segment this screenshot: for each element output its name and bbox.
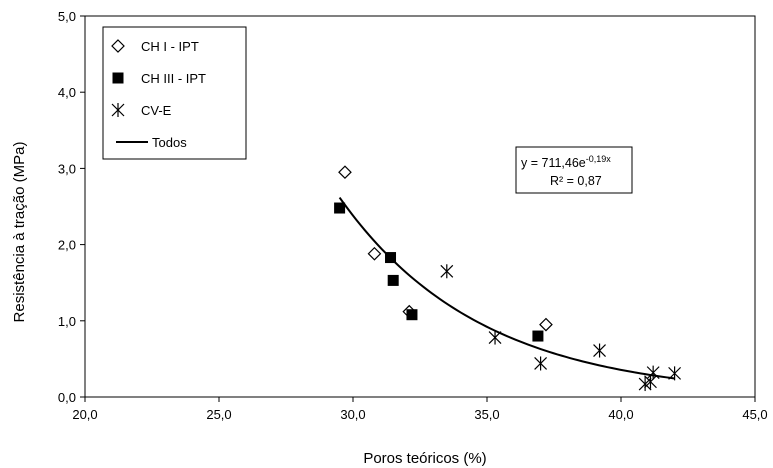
- data-point: [532, 330, 544, 342]
- data-point: [644, 374, 657, 389]
- legend-label: CH III - IPT: [141, 71, 206, 86]
- data-point: [539, 317, 553, 332]
- x-tick-label: 20,0: [72, 407, 97, 422]
- x-tick-label: 25,0: [206, 407, 231, 422]
- data-point: [387, 274, 399, 286]
- equation-exponent: -0,19x: [586, 154, 612, 164]
- y-tick-label: 4,0: [58, 85, 76, 100]
- equation-main: y = 711,46e: [521, 156, 586, 170]
- equation-box-frame: [515, 146, 633, 194]
- tick-labels: 20,0 25,0 30,0 35,0 40,0 45,0 0,0 1,0 2,0 3,0 4,0 5…: [58, 9, 768, 422]
- data-point: [338, 165, 352, 180]
- data-point: [668, 366, 682, 381]
- y-tick-label: 0,0: [58, 390, 76, 405]
- trendline: [338, 196, 675, 380]
- r-squared-text: R² = 0,87: [550, 174, 602, 188]
- y-axis-label: Resistência à tração (MPa): [11, 142, 28, 323]
- axes: [84, 15, 756, 398]
- data-point: [488, 330, 502, 345]
- x-tick-label: 35,0: [474, 407, 499, 422]
- data-point: [534, 356, 548, 371]
- data-point: [367, 246, 382, 261]
- legend-marker: [111, 39, 125, 53]
- data-points: [334, 165, 682, 392]
- x-tick-label: 40,0: [608, 407, 633, 422]
- y-tick-label: 1,0: [58, 314, 76, 329]
- legend-marker: [112, 72, 124, 84]
- legend: CH I - IPT CH III - IPT CV-E Todos: [102, 26, 247, 160]
- data-point: [334, 202, 346, 214]
- legend-label: CV-E: [141, 103, 172, 118]
- y-tick-label: 2,0: [58, 238, 76, 253]
- data-point: [646, 365, 660, 380]
- plot-area-frame: [84, 15, 756, 398]
- data-point: [385, 252, 397, 264]
- legend-label: CH I - IPT: [141, 39, 199, 54]
- trendline-path: [338, 196, 675, 380]
- equation-text: y = 711,46e-0,19x: [521, 154, 611, 170]
- x-tick-label: 45,0: [742, 407, 767, 422]
- data-point: [406, 309, 418, 321]
- data-point: [638, 377, 652, 392]
- y-tick-label: 5,0: [58, 9, 76, 24]
- data-point: [593, 343, 606, 358]
- data-point: [440, 264, 454, 279]
- x-axis-label: Poros teóricos (%): [363, 450, 486, 467]
- x-tick-label: 30,0: [340, 407, 365, 422]
- legend-label: Todos: [152, 135, 187, 150]
- legend-marker: [111, 103, 125, 117]
- y-tick-label: 3,0: [58, 161, 76, 176]
- equation-annotation: y = 711,46e-0,19x R² = 0,87: [515, 146, 633, 194]
- legend-frame: [102, 26, 247, 160]
